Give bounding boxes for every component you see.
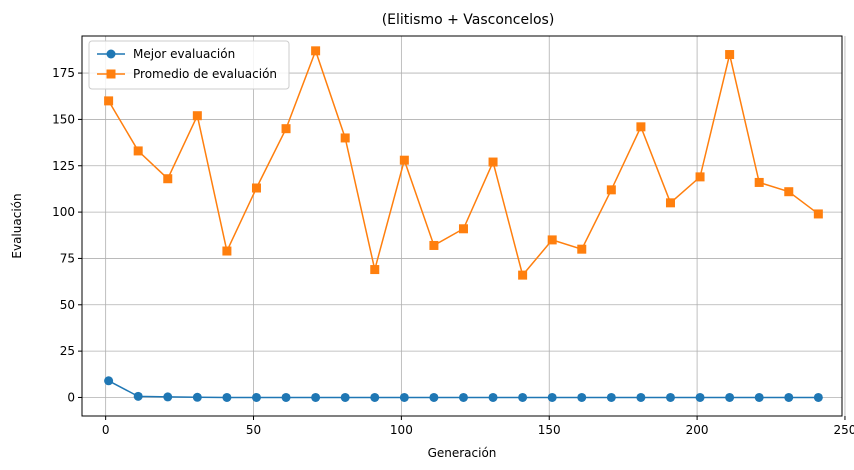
data-point <box>488 392 498 402</box>
y-tick-label: 25 <box>60 344 75 358</box>
plot-frame <box>81 35 843 417</box>
data-point <box>636 392 646 402</box>
data-point <box>725 392 735 402</box>
data-point <box>784 392 794 402</box>
data-point <box>370 392 380 402</box>
data-point <box>665 392 675 402</box>
series-0 <box>104 376 823 402</box>
y-tick-label: 175 <box>52 66 75 80</box>
data-point <box>281 124 291 134</box>
data-point <box>518 392 528 402</box>
data-point <box>399 155 409 165</box>
data-point <box>133 391 143 401</box>
data-point <box>606 392 616 402</box>
x-tick-label: 50 <box>246 423 261 437</box>
data-point <box>340 392 350 402</box>
data-point <box>251 392 261 402</box>
legend-marker <box>106 49 116 59</box>
data-point <box>251 183 261 193</box>
series-1 <box>104 46 823 280</box>
data-point <box>192 392 202 402</box>
data-point <box>429 240 439 250</box>
data-point <box>163 392 173 402</box>
data-point <box>695 392 705 402</box>
legend-marker <box>106 69 116 79</box>
y-axis-label: Evaluación <box>10 193 24 258</box>
data-point <box>665 198 675 208</box>
data-point <box>636 122 646 132</box>
data-point <box>725 50 735 60</box>
data-point <box>458 224 468 234</box>
data-point <box>518 270 528 280</box>
data-point <box>429 392 439 402</box>
x-tick-label: 0 <box>102 423 110 437</box>
data-point <box>813 209 823 219</box>
data-point <box>104 96 114 106</box>
x-axis-label: Generación <box>428 446 497 460</box>
data-point <box>813 392 823 402</box>
data-point <box>458 392 468 402</box>
data-point <box>370 265 380 275</box>
legend-box <box>88 40 290 90</box>
data-point <box>695 172 705 182</box>
y-tick-label: 50 <box>60 298 75 312</box>
data-point <box>311 392 321 402</box>
data-point <box>754 177 764 187</box>
x-tick-label: 200 <box>686 423 709 437</box>
y-axis: 0 25 50 75 100 125 150 175 <box>52 66 82 404</box>
data-point <box>547 235 557 245</box>
data-point <box>104 376 114 386</box>
data-point <box>281 392 291 402</box>
legend-entry: Promedio de evaluación <box>133 67 277 81</box>
y-tick-label: 100 <box>52 205 75 219</box>
y-tick-label: 125 <box>52 159 75 173</box>
chart-title: (Elitismo + Vasconcelos) <box>382 12 555 28</box>
data-point <box>163 174 173 184</box>
x-tick-label: 250 <box>834 423 854 437</box>
data-point <box>340 133 350 143</box>
data-point <box>222 246 232 256</box>
data-point <box>547 392 557 402</box>
data-point <box>577 244 587 254</box>
legend: Mejor evaluación Promedio de evaluación <box>88 40 290 90</box>
y-tick-label: 75 <box>60 251 75 265</box>
y-tick-label: 0 <box>67 390 75 404</box>
series-layer <box>104 46 823 402</box>
data-point <box>311 46 321 56</box>
data-point <box>222 392 232 402</box>
legend-entry: Mejor evaluación <box>133 47 235 61</box>
data-point <box>399 392 409 402</box>
data-point <box>488 157 498 167</box>
data-point <box>754 392 764 402</box>
data-point <box>784 187 794 197</box>
data-point <box>192 111 202 121</box>
data-point <box>577 392 587 402</box>
x-axis: 0 50 100 150 200 250 <box>102 416 854 437</box>
x-tick-label: 100 <box>390 423 413 437</box>
y-tick-label: 150 <box>52 112 75 126</box>
data-point <box>133 146 143 156</box>
data-point <box>606 185 616 195</box>
x-tick-label: 150 <box>538 423 561 437</box>
